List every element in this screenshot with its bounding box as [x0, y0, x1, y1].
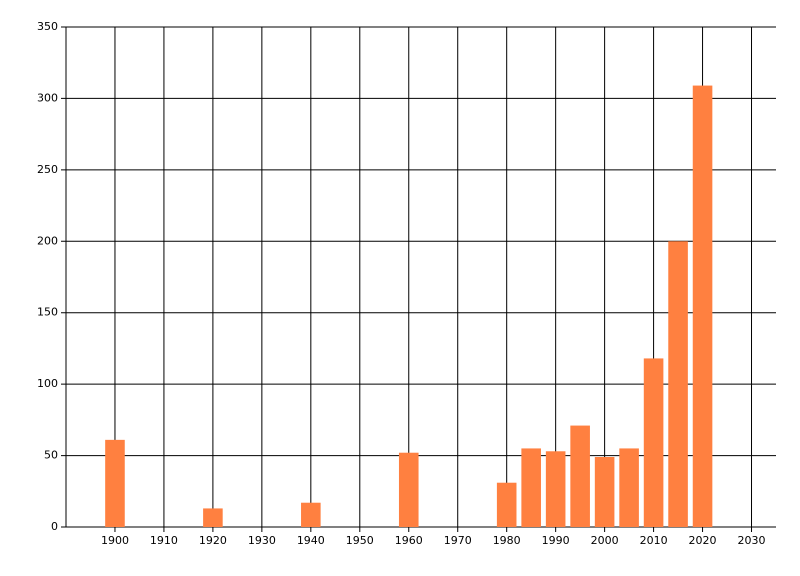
x-tick-label: 2000 — [591, 534, 619, 547]
x-tick-label: 2020 — [689, 534, 717, 547]
x-tick-label: 1970 — [444, 534, 472, 547]
bar — [496, 482, 517, 527]
bar — [692, 85, 713, 528]
y-tick-label: 200 — [37, 234, 58, 247]
x-tick-label: 1980 — [493, 534, 521, 547]
bar — [619, 448, 639, 527]
x-tick-label: 2010 — [640, 534, 668, 547]
bar — [594, 457, 615, 527]
bar — [545, 451, 566, 527]
x-tick-label: 1990 — [542, 534, 570, 547]
bar — [643, 358, 664, 527]
x-tick-label: 1920 — [199, 534, 227, 547]
x-tick-label: 1910 — [150, 534, 178, 547]
x-tick-label: 1960 — [395, 534, 423, 547]
x-tick-label: 2030 — [738, 534, 766, 547]
y-tick-label: 250 — [37, 163, 58, 176]
x-tick-label: 1950 — [346, 534, 374, 547]
bar — [203, 508, 223, 527]
y-tick-label: 0 — [51, 520, 58, 533]
y-tick-label: 350 — [37, 20, 58, 33]
bar — [398, 452, 419, 527]
bar — [521, 448, 541, 527]
x-tick-label: 1940 — [297, 534, 325, 547]
bar — [105, 439, 125, 527]
bar — [668, 241, 688, 528]
x-tick-label: 1930 — [248, 534, 276, 547]
y-tick-label: 300 — [37, 91, 58, 104]
y-tick-label: 150 — [37, 306, 58, 319]
bar — [570, 425, 590, 527]
y-tick-label: 100 — [37, 377, 58, 390]
y-tick-label: 50 — [44, 449, 58, 462]
x-tick-label: 1900 — [101, 534, 129, 547]
bar — [301, 502, 321, 527]
